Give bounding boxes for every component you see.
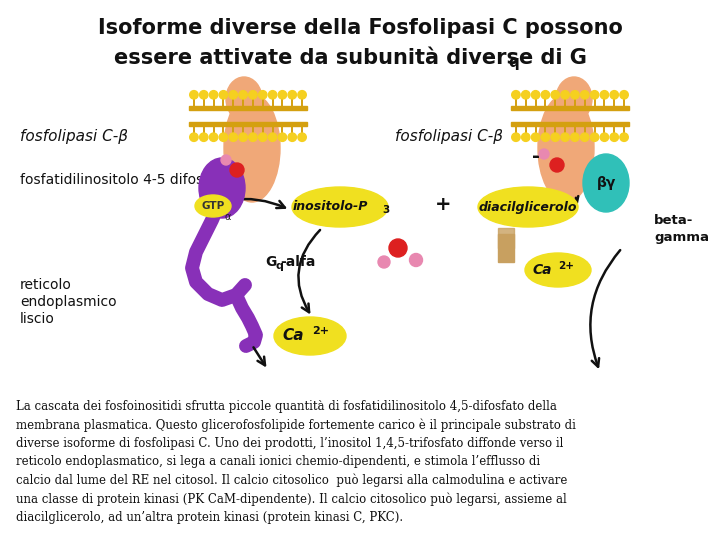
Bar <box>498 228 514 248</box>
Circle shape <box>561 91 570 99</box>
Circle shape <box>389 239 407 257</box>
Circle shape <box>239 91 247 99</box>
Circle shape <box>221 155 231 165</box>
Text: essere attivate da subunità diverse di G: essere attivate da subunità diverse di G <box>114 48 586 68</box>
Circle shape <box>561 133 570 141</box>
Circle shape <box>610 133 618 141</box>
Circle shape <box>219 133 228 141</box>
Circle shape <box>189 91 198 99</box>
Circle shape <box>229 133 238 141</box>
Circle shape <box>521 133 530 141</box>
Text: Ca: Ca <box>533 263 552 277</box>
Circle shape <box>571 91 579 99</box>
Text: 2+: 2+ <box>312 326 329 336</box>
Circle shape <box>378 256 390 268</box>
Ellipse shape <box>292 187 388 227</box>
Text: -: - <box>532 146 540 165</box>
Text: gamma: gamma <box>654 232 709 245</box>
Circle shape <box>539 149 549 159</box>
Ellipse shape <box>478 187 578 227</box>
Circle shape <box>278 91 287 99</box>
Circle shape <box>600 133 608 141</box>
Ellipse shape <box>556 77 592 121</box>
Circle shape <box>269 133 276 141</box>
Text: diacilglicerolo: diacilglicerolo <box>479 200 577 213</box>
Circle shape <box>550 158 564 172</box>
Circle shape <box>210 133 217 141</box>
Text: -alfa: -alfa <box>280 255 315 269</box>
Circle shape <box>531 91 540 99</box>
Text: reticolo: reticolo <box>20 278 72 292</box>
Circle shape <box>229 91 238 99</box>
Circle shape <box>410 253 423 267</box>
Text: +: + <box>435 195 451 214</box>
Circle shape <box>258 133 267 141</box>
Ellipse shape <box>195 195 231 217</box>
Text: liscio: liscio <box>20 312 55 326</box>
Circle shape <box>189 133 198 141</box>
Bar <box>511 122 629 126</box>
Text: Isoforme diverse della Fosfolipasi C possono: Isoforme diverse della Fosfolipasi C pos… <box>98 18 622 38</box>
Circle shape <box>531 133 540 141</box>
Circle shape <box>512 133 520 141</box>
Bar <box>511 106 629 110</box>
Circle shape <box>580 133 589 141</box>
Text: GTP: GTP <box>202 201 225 211</box>
Text: beta-: beta- <box>654 213 693 226</box>
Ellipse shape <box>583 154 629 212</box>
Circle shape <box>541 91 549 99</box>
Text: q: q <box>508 56 518 71</box>
Circle shape <box>219 91 228 99</box>
Circle shape <box>298 91 306 99</box>
Circle shape <box>210 91 217 99</box>
Circle shape <box>512 91 520 99</box>
Circle shape <box>269 91 276 99</box>
Text: q: q <box>275 261 283 271</box>
Circle shape <box>199 91 208 99</box>
Circle shape <box>199 133 208 141</box>
Text: 2+: 2+ <box>558 261 574 271</box>
Text: endoplasmico: endoplasmico <box>20 295 117 309</box>
Ellipse shape <box>538 94 594 202</box>
Circle shape <box>610 91 618 99</box>
Ellipse shape <box>525 253 591 287</box>
Circle shape <box>288 91 297 99</box>
Text: βγ: βγ <box>596 176 616 190</box>
Circle shape <box>230 163 244 177</box>
Circle shape <box>521 91 530 99</box>
Text: G: G <box>265 255 276 269</box>
Circle shape <box>248 91 257 99</box>
Bar <box>189 122 307 126</box>
Text: inositolo-P: inositolo-P <box>292 200 368 213</box>
Circle shape <box>288 133 297 141</box>
Circle shape <box>278 133 287 141</box>
Circle shape <box>590 133 599 141</box>
Circle shape <box>620 133 629 141</box>
Ellipse shape <box>226 77 262 121</box>
Text: La cascata dei fosfoinositidi sfrutta piccole quantità di fosfatidilinositolo 4,: La cascata dei fosfoinositidi sfrutta pi… <box>16 400 576 524</box>
Text: α: α <box>225 212 231 222</box>
Ellipse shape <box>224 94 280 202</box>
Text: fosfolipasi C-β: fosfolipasi C-β <box>20 130 128 145</box>
Circle shape <box>580 91 589 99</box>
Ellipse shape <box>274 317 346 355</box>
Text: fosfolipasi C-β: fosfolipasi C-β <box>395 130 503 145</box>
Circle shape <box>541 133 549 141</box>
Circle shape <box>600 91 608 99</box>
Circle shape <box>571 133 579 141</box>
Bar <box>189 106 307 110</box>
Circle shape <box>248 133 257 141</box>
Circle shape <box>551 133 559 141</box>
Bar <box>498 234 514 262</box>
Circle shape <box>258 91 267 99</box>
Circle shape <box>551 91 559 99</box>
Text: Ca: Ca <box>282 328 304 343</box>
Circle shape <box>590 91 599 99</box>
Circle shape <box>620 91 629 99</box>
Text: 3: 3 <box>382 205 390 215</box>
Circle shape <box>239 133 247 141</box>
Circle shape <box>298 133 306 141</box>
Ellipse shape <box>199 158 245 218</box>
Text: fosfatidilinositolo 4-5 difosfato: fosfatidilinositolo 4-5 difosfato <box>20 173 231 187</box>
